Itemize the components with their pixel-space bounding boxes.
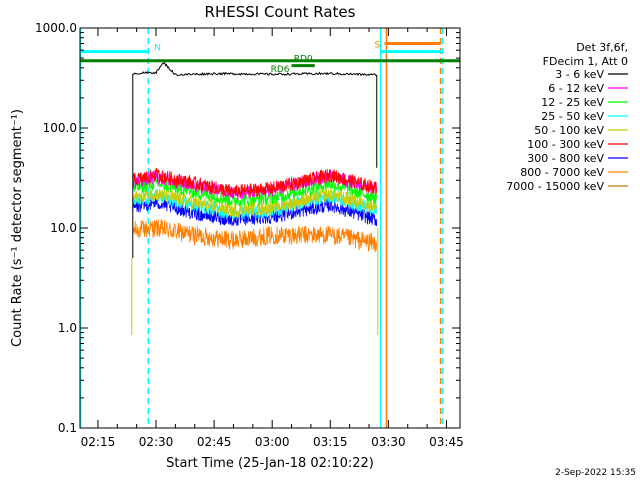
x-tick-label: 03:00: [255, 435, 290, 449]
flag-bar-label-2: S: [374, 40, 380, 50]
series-line-800-7000kev: [132, 218, 378, 253]
legend-entry-label: 300 - 800 keV: [527, 152, 604, 165]
y-tick-label: 0.1: [58, 421, 77, 435]
legend-header: Det 3f,6f,: [576, 41, 628, 54]
y-axis-label: Count Rate (s⁻¹ detector segment⁻¹): [10, 109, 25, 347]
plot-marks: NSRD0RD6: [79, 28, 460, 428]
y-tick-label: 1.0: [58, 321, 77, 335]
legend-entry-label: 3 - 6 keV: [555, 68, 604, 81]
series-line-3-6kev: [132, 62, 377, 77]
y-tick-label: 10.0: [50, 221, 77, 235]
x-tick-label: 03:15: [313, 435, 348, 449]
legend-entry-label: 12 - 25 keV: [541, 96, 604, 109]
legend-entry-label: 800 - 7000 keV: [520, 166, 604, 179]
legend-entry-label: 100 - 300 keV: [527, 138, 604, 151]
flag-bar-label-4: RD6: [271, 65, 290, 75]
x-tick-label: 02:15: [81, 435, 116, 449]
y-tick-label: 100.0: [43, 121, 77, 135]
flag-bar-label-0: N: [154, 44, 161, 54]
legend-entry-label: 25 - 50 keV: [541, 110, 604, 123]
x-tick-label: 03:45: [429, 435, 464, 449]
x-axis-label: Start Time (25-Jan-18 02:10:22): [166, 456, 374, 471]
chart-title: RHESSI Count Rates: [205, 3, 356, 21]
x-tick-label: 02:45: [197, 435, 232, 449]
x-tick-label: 03:30: [371, 435, 406, 449]
x-tick-label: 02:30: [139, 435, 174, 449]
axes: 0.1 1.0 10.0 100.0 1000.0 02:15 02:30 02:45 03:0…: [35, 21, 464, 449]
footer-timestamp: 2-Sep-2022 15:35: [555, 468, 636, 478]
legend-entry-label: 7000 - 15000 keV: [506, 180, 604, 193]
legend-header: FDecim 1, Att 0: [543, 55, 628, 68]
series-line-100-300kev: [132, 167, 378, 198]
legend-entry-label: 50 - 100 keV: [534, 124, 604, 137]
y-tick-label: 1000.0: [35, 21, 77, 35]
legend-entry-label: 6 - 12 keV: [548, 82, 604, 95]
